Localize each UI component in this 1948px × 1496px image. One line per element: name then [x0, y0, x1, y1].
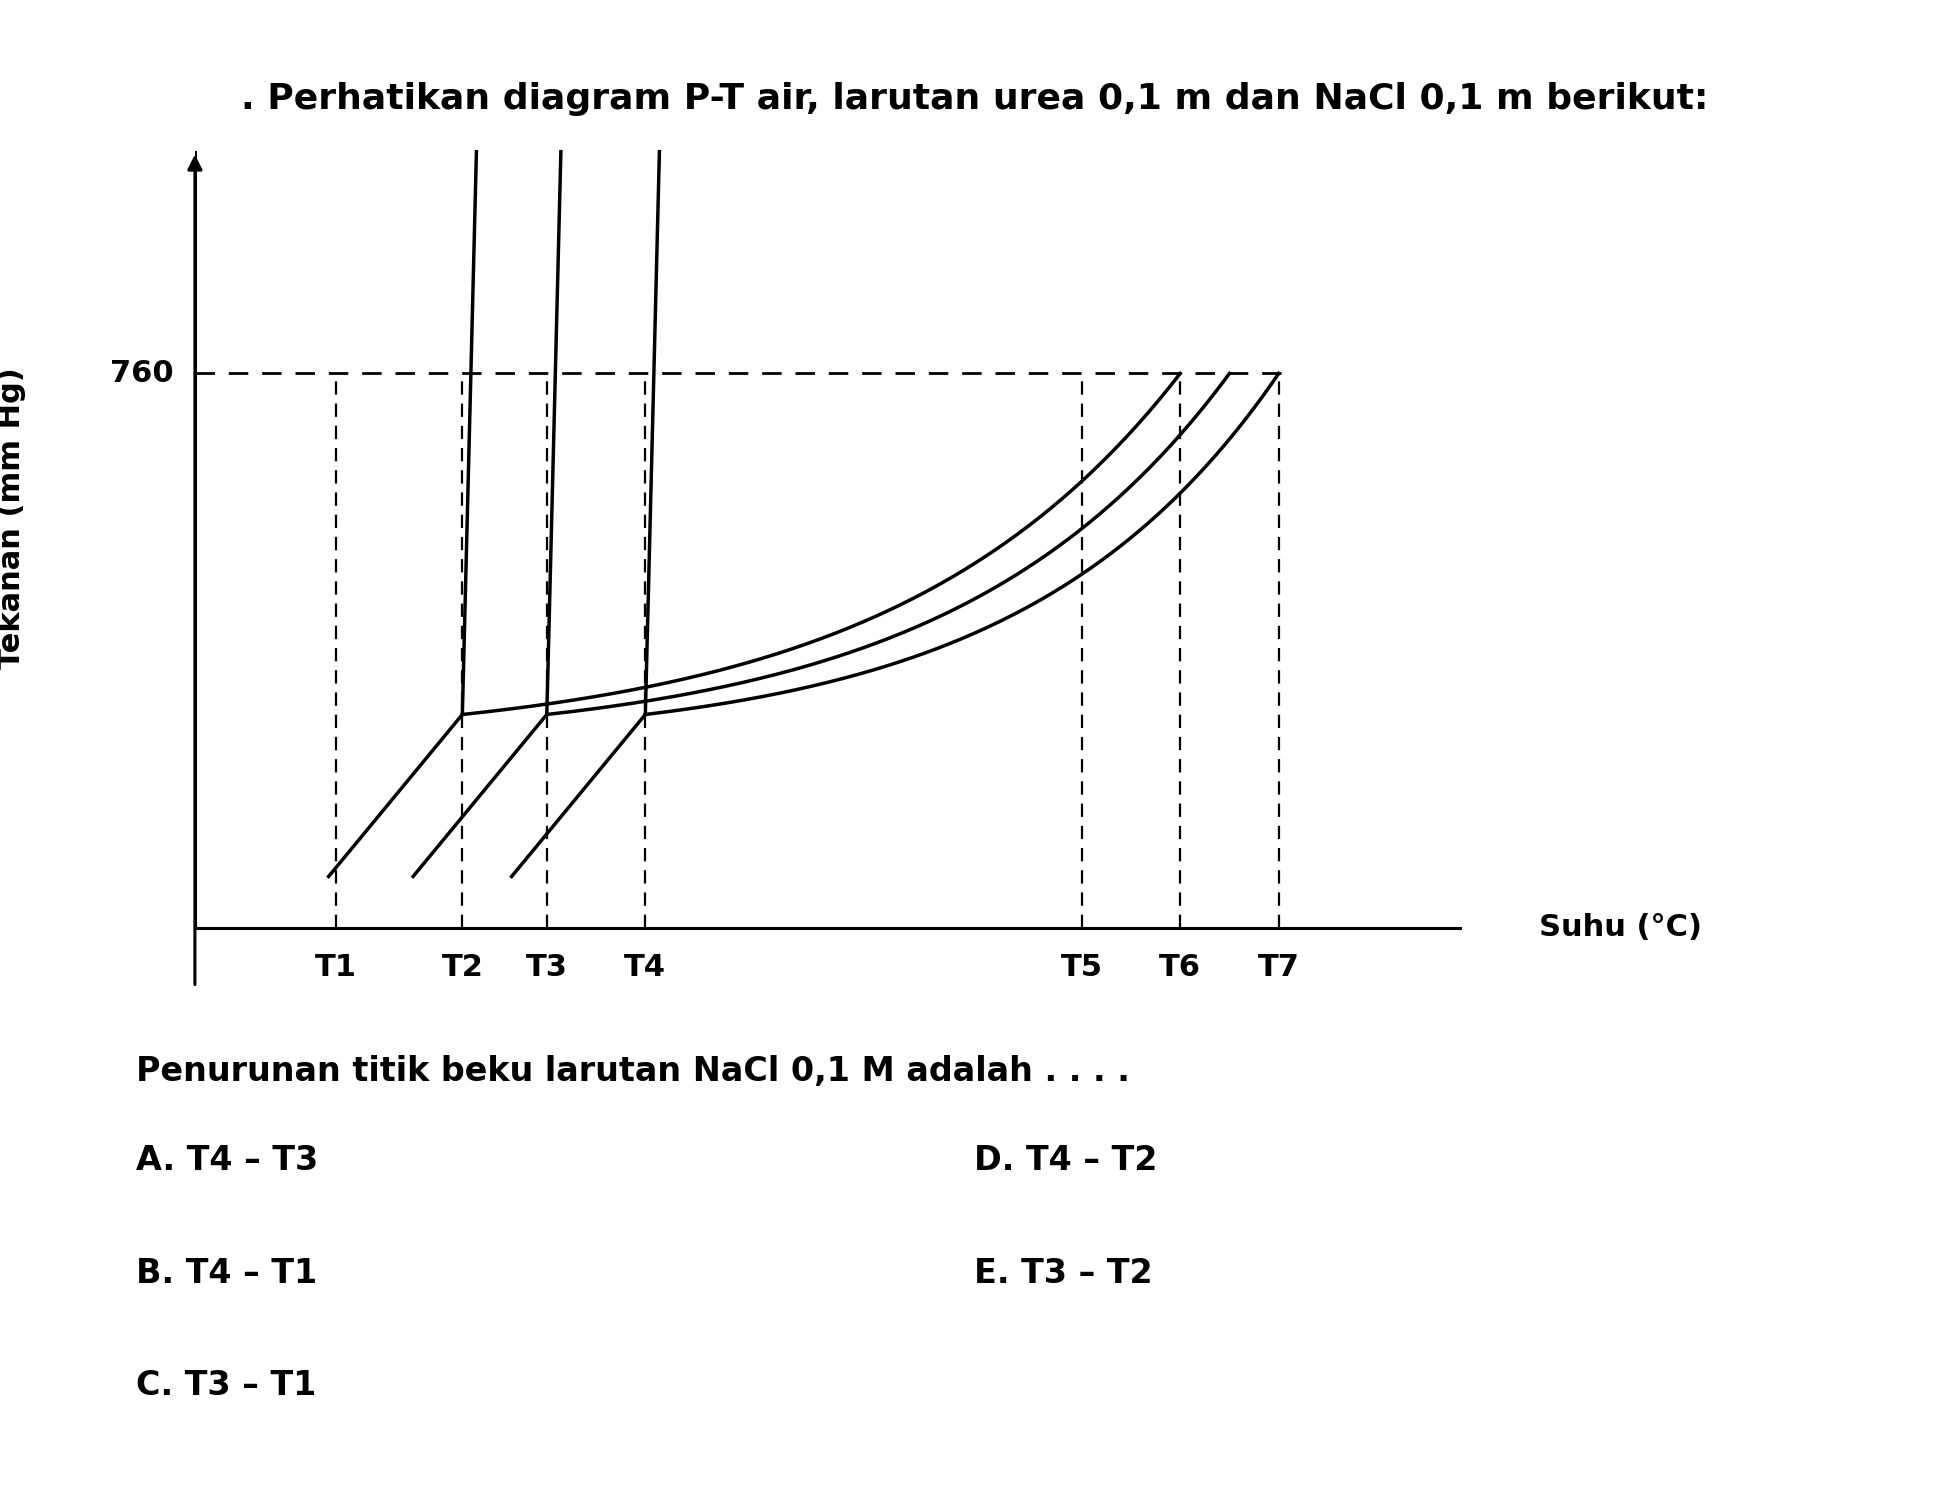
Text: Tekanan (mm Hg): Tekanan (mm Hg) — [0, 368, 27, 669]
Text: Penurunan titik beku larutan NaCl 0,1 M adalah . . . .: Penurunan titik beku larutan NaCl 0,1 M … — [136, 1055, 1130, 1088]
Text: C. T3 – T1: C. T3 – T1 — [136, 1369, 316, 1402]
Text: T6: T6 — [1159, 953, 1200, 983]
Text: T4: T4 — [623, 953, 666, 983]
Text: T3: T3 — [526, 953, 567, 983]
Text: T5: T5 — [1060, 953, 1103, 983]
Text: . Perhatikan diagram P-T air, larutan urea 0,1 m dan NaCl 0,1 m berikut:: . Perhatikan diagram P-T air, larutan ur… — [242, 82, 1706, 117]
Text: D. T4 – T2: D. T4 – T2 — [974, 1144, 1157, 1177]
Text: E. T3 – T2: E. T3 – T2 — [974, 1257, 1153, 1290]
Text: Suhu (°C): Suhu (°C) — [1539, 913, 1701, 942]
Text: 760: 760 — [111, 359, 173, 387]
Text: B. T4 – T1: B. T4 – T1 — [136, 1257, 318, 1290]
Text: T7: T7 — [1256, 953, 1299, 983]
Text: T2: T2 — [440, 953, 483, 983]
Text: T1: T1 — [314, 953, 356, 983]
Text: A. T4 – T3: A. T4 – T3 — [136, 1144, 319, 1177]
